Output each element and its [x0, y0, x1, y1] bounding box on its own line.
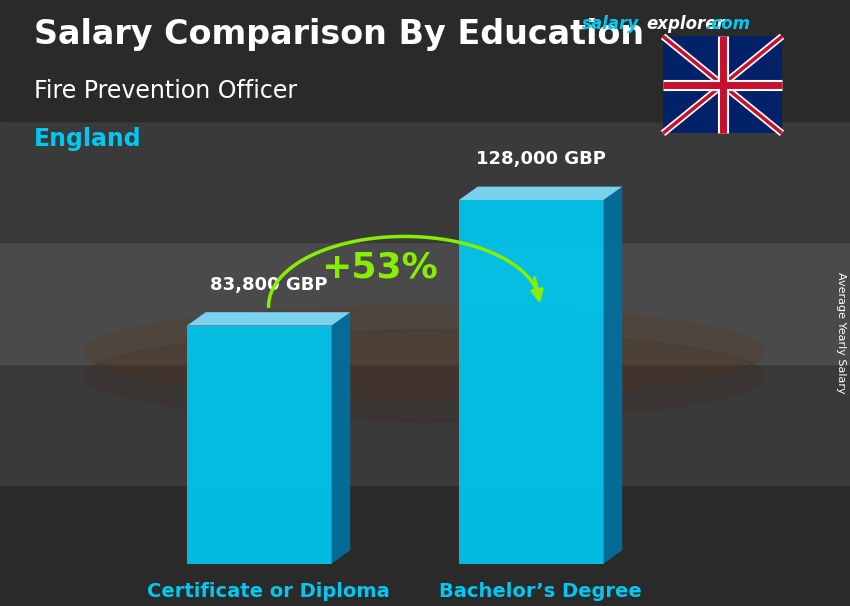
Text: Average Yearly Salary: Average Yearly Salary	[836, 273, 846, 394]
Text: explorer: explorer	[647, 15, 726, 33]
Polygon shape	[459, 187, 622, 200]
Text: Certificate or Diploma: Certificate or Diploma	[147, 582, 390, 601]
Text: .com: .com	[706, 15, 751, 33]
Bar	[0, 364, 850, 485]
Ellipse shape	[85, 306, 765, 397]
Polygon shape	[604, 187, 622, 564]
Ellipse shape	[85, 330, 765, 421]
Text: England: England	[34, 127, 142, 152]
Text: 83,800 GBP: 83,800 GBP	[210, 276, 327, 294]
Text: salary: salary	[582, 15, 639, 33]
Bar	[0, 242, 850, 364]
Polygon shape	[187, 312, 350, 325]
Bar	[663, 36, 782, 133]
Text: +53%: +53%	[320, 251, 438, 285]
Bar	[0, 121, 850, 242]
Bar	[0, 485, 850, 606]
Polygon shape	[459, 200, 604, 564]
Polygon shape	[187, 325, 332, 564]
Text: 128,000 GBP: 128,000 GBP	[476, 150, 605, 168]
Polygon shape	[332, 312, 350, 564]
Text: Salary Comparison By Education: Salary Comparison By Education	[34, 18, 644, 51]
Bar	[0, 0, 850, 121]
Text: Fire Prevention Officer: Fire Prevention Officer	[34, 79, 298, 103]
Text: Bachelor’s Degree: Bachelor’s Degree	[439, 582, 642, 601]
